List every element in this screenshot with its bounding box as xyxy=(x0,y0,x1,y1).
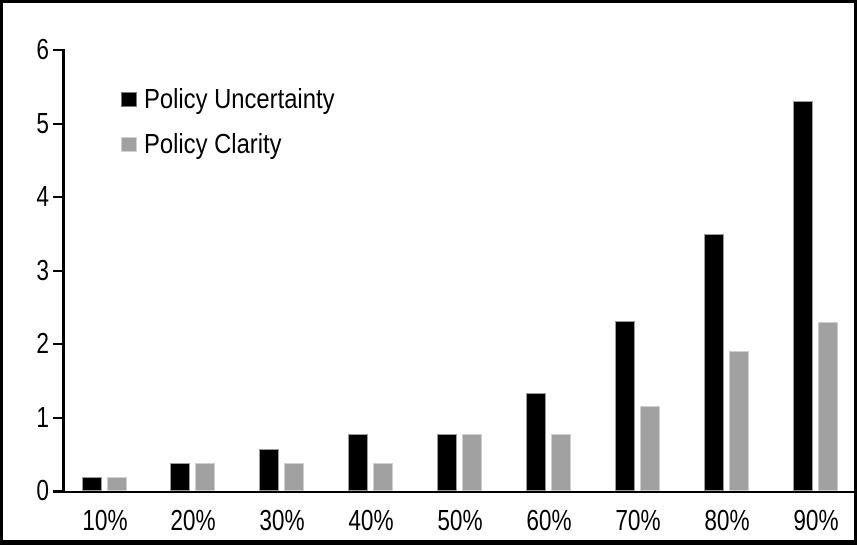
bar-policy-uncertainty-80% xyxy=(703,234,724,491)
x-axis-label: 20% xyxy=(170,505,217,537)
legend-swatch-icon xyxy=(121,91,137,107)
y-axis-tick-label: 3 xyxy=(36,254,49,287)
bar-policy-clarity-90% xyxy=(817,322,838,491)
y-axis-tick-label: 0 xyxy=(36,475,49,507)
y-axis-tick xyxy=(53,343,62,346)
bar-policy-uncertainty-10% xyxy=(81,477,102,491)
y-axis-tick xyxy=(53,269,62,272)
y-axis-tick-label: 4 xyxy=(36,181,49,213)
x-axis-label: 90% xyxy=(793,505,839,537)
x-axis xyxy=(53,490,854,494)
bar-policy-uncertainty-50% xyxy=(437,434,458,491)
bar-policy-clarity-70% xyxy=(639,406,660,491)
bar-policy-clarity-80% xyxy=(728,351,749,491)
y-axis-tick xyxy=(53,196,62,199)
y-axis xyxy=(62,49,65,492)
y-axis-tick-label: 1 xyxy=(36,401,49,434)
y-axis-tick-label: 2 xyxy=(36,328,49,360)
bar-policy-uncertainty-70% xyxy=(614,321,635,491)
bar-policy-uncertainty-60% xyxy=(526,393,546,491)
bar-policy-uncertainty-30% xyxy=(259,449,280,491)
y-axis-tick xyxy=(53,416,62,419)
legend-item-policy-uncertainty: Policy Uncertainty xyxy=(121,85,368,113)
x-axis-label: 70% xyxy=(615,505,661,537)
y-axis-tick-label: 6 xyxy=(36,34,49,66)
y-axis-tick xyxy=(53,122,62,125)
bar-policy-clarity-40% xyxy=(373,463,394,491)
bar-policy-uncertainty-90% xyxy=(792,101,813,491)
x-axis-label: 10% xyxy=(81,505,128,537)
legend-label: Policy Clarity xyxy=(144,128,282,159)
bar-policy-clarity-20% xyxy=(195,463,216,491)
legend-label: Policy Uncertainty xyxy=(144,83,335,114)
bar-policy-clarity-10% xyxy=(106,477,127,491)
x-axis-label: 60% xyxy=(526,505,572,537)
y-axis-tick-label: 5 xyxy=(36,107,49,140)
bar-policy-clarity-50% xyxy=(462,434,483,491)
x-axis-label: 50% xyxy=(437,505,483,537)
bar-policy-clarity-60% xyxy=(551,434,571,491)
x-axis-label: 30% xyxy=(259,505,305,537)
legend-swatch-icon xyxy=(121,136,137,152)
bar-policy-uncertainty-40% xyxy=(348,434,369,491)
bar-policy-uncertainty-20% xyxy=(170,463,191,491)
legend-item-policy-clarity: Policy Clarity xyxy=(121,130,306,158)
y-axis-tick xyxy=(53,490,62,493)
x-axis-label: 40% xyxy=(348,505,394,537)
y-axis-tick xyxy=(53,49,62,52)
bar-policy-clarity-30% xyxy=(284,463,305,491)
x-axis-label: 80% xyxy=(704,505,750,537)
